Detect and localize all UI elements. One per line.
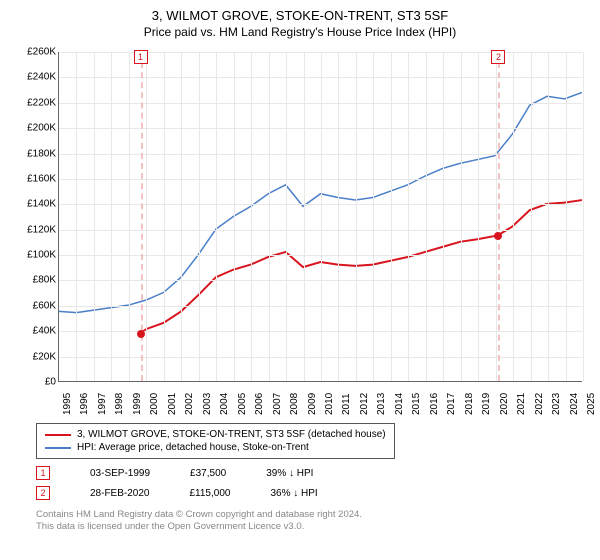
chart: 1 2 £0 £20K £40K £60K £80K £100K £120K £140K £160…	[18, 47, 588, 417]
x-axis-label: 2014	[394, 393, 405, 415]
x-axis-label: 2009	[307, 393, 318, 415]
marker-row: 2 28-FEB-2020 £115,000 36% ↓ HPI	[36, 483, 588, 503]
legend-item: 3, WILMOT GROVE, STOKE-ON-TRENT, ST3 5SF…	[45, 428, 386, 441]
legend-label: HPI: Average price, detached house, Stok…	[77, 442, 309, 453]
y-axis-label: £260K	[27, 47, 56, 58]
x-axis-label: 1999	[132, 393, 143, 415]
marker-date: 03-SEP-1999	[90, 468, 150, 479]
x-axis-label: 2013	[376, 393, 387, 415]
x-axis-label: 2004	[219, 393, 230, 415]
marker-badge-icon: 2	[36, 486, 50, 500]
x-axis-label: 2015	[411, 393, 422, 415]
y-axis-label: £100K	[27, 250, 56, 261]
y-axis-label: £160K	[27, 173, 56, 184]
x-axis-label: 1996	[79, 393, 90, 415]
marker-table: 1 03-SEP-1999 £37,500 39% ↓ HPI 2 28-FEB…	[36, 463, 588, 503]
x-axis-label: 2021	[516, 393, 527, 415]
x-axis-label: 1997	[97, 393, 108, 415]
marker-price: £37,500	[190, 468, 226, 479]
marker-badge-icon: 2	[491, 50, 505, 64]
marker-badge-icon: 1	[36, 466, 50, 480]
x-axis-label: 2005	[237, 393, 248, 415]
x-axis-label: 2006	[254, 393, 265, 415]
x-axis-label: 2001	[167, 393, 178, 415]
marker-pct: 36% ↓ HPI	[270, 488, 317, 499]
x-axis-label: 2025	[586, 393, 597, 415]
x-axis-label: 2024	[569, 393, 580, 415]
x-axis-label: 2000	[149, 393, 160, 415]
x-axis-label: 1995	[62, 393, 73, 415]
y-axis-label: £220K	[27, 97, 56, 108]
x-axis-label: 2023	[551, 393, 562, 415]
y-axis-label: £40K	[33, 326, 56, 337]
x-axis-label: 2018	[464, 393, 475, 415]
y-axis-label: £200K	[27, 123, 56, 134]
y-axis-label: £60K	[33, 300, 56, 311]
data-point-icon	[494, 232, 502, 240]
marker-pct: 39% ↓ HPI	[266, 468, 313, 479]
footer-line: Contains HM Land Registry data © Crown c…	[36, 509, 588, 521]
footer-line: This data is licensed under the Open Gov…	[36, 521, 588, 533]
data-point-icon	[137, 330, 145, 338]
y-axis-label: £0	[45, 377, 56, 388]
x-axis-label: 2012	[359, 393, 370, 415]
y-axis-label: £20K	[33, 351, 56, 362]
x-axis-label: 2019	[481, 393, 492, 415]
x-axis-label: 2002	[184, 393, 195, 415]
x-axis-label: 2008	[289, 393, 300, 415]
marker-price: £115,000	[189, 488, 230, 499]
x-axis-label: 2022	[534, 393, 545, 415]
x-axis-label: 2007	[272, 393, 283, 415]
marker-row: 1 03-SEP-1999 £37,500 39% ↓ HPI	[36, 463, 588, 483]
legend-item: HPI: Average price, detached house, Stok…	[45, 441, 386, 454]
y-axis-label: £120K	[27, 224, 56, 235]
y-axis-label: £180K	[27, 148, 56, 159]
y-axis-label: £240K	[27, 72, 56, 83]
chart-title: 3, WILMOT GROVE, STOKE-ON-TRENT, ST3 5SF	[12, 8, 588, 23]
legend: 3, WILMOT GROVE, STOKE-ON-TRENT, ST3 5SF…	[36, 423, 395, 459]
x-axis-label: 2020	[499, 393, 510, 415]
x-axis-label: 1998	[114, 393, 125, 415]
x-axis-label: 2003	[202, 393, 213, 415]
x-axis-label: 2011	[341, 393, 352, 415]
x-axis-label: 2016	[429, 393, 440, 415]
y-axis-label: £80K	[33, 275, 56, 286]
footer: Contains HM Land Registry data © Crown c…	[36, 509, 588, 534]
y-axis-label: £140K	[27, 199, 56, 210]
marker-badge-icon: 1	[134, 50, 148, 64]
x-axis-label: 2010	[324, 393, 335, 415]
legend-label: 3, WILMOT GROVE, STOKE-ON-TRENT, ST3 5SF…	[77, 429, 386, 440]
marker-date: 28-FEB-2020	[90, 488, 149, 499]
x-axis-label: 2017	[446, 393, 457, 415]
chart-subtitle: Price paid vs. HM Land Registry's House …	[12, 25, 588, 39]
